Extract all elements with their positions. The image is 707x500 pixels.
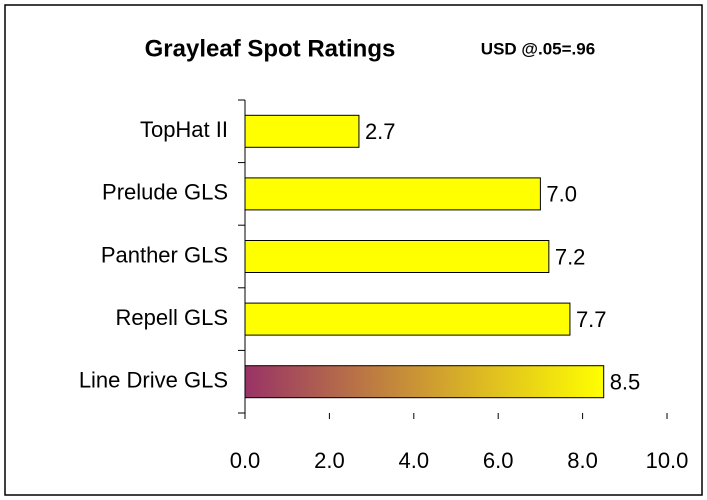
bar (244, 302, 571, 336)
bar (244, 365, 605, 399)
x-tick-label: 0.0 (230, 448, 261, 473)
x-tick-label: 8.0 (567, 448, 598, 473)
value-label: 2.7 (365, 119, 396, 144)
value-label: 7.0 (546, 182, 577, 207)
x-tick-label: 10.0 (646, 448, 689, 473)
x-tick-label: 6.0 (483, 448, 514, 473)
value-label: 7.7 (576, 307, 607, 332)
y-tick-label: Prelude GLS (102, 180, 228, 205)
chart-title: Grayleaf Spot Ratings (145, 35, 396, 62)
y-tick-label: Panther GLS (101, 242, 228, 267)
x-tick-label: 2.0 (314, 448, 345, 473)
chart-subtitle: USD @.05=.96 (481, 39, 595, 58)
y-tick-label: Repell GLS (115, 305, 228, 330)
bar (244, 240, 550, 273)
y-tick-label: TopHat II (140, 117, 228, 142)
y-tick-label: Line Drive GLS (79, 368, 228, 393)
value-label: 8.5 (610, 370, 641, 395)
x-tick-label: 4.0 (399, 448, 430, 473)
bar (244, 177, 541, 211)
value-label: 7.2 (555, 244, 586, 269)
bar (244, 114, 360, 148)
